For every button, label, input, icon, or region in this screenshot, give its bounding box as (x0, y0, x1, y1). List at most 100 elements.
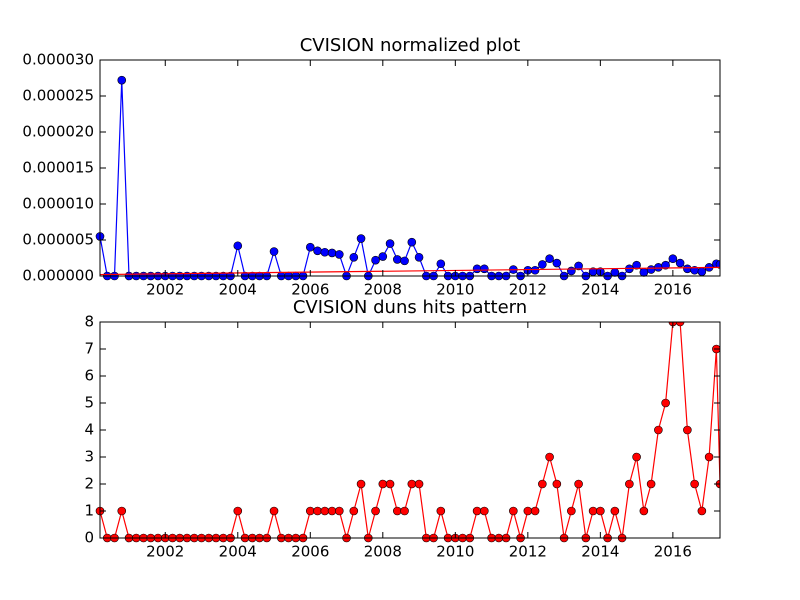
y-tick-label: 7 (84, 340, 94, 358)
y-tick-label: 8 (84, 313, 94, 331)
data-point (646, 479, 656, 489)
trend-line (99, 266, 720, 276)
data-point (320, 506, 330, 516)
data-point (610, 268, 620, 277)
data-point (436, 506, 446, 516)
chart-title: CVISION normalized plot (300, 35, 521, 56)
data-point (697, 506, 707, 516)
y-tick-label: 2 (84, 475, 94, 493)
data-point (632, 260, 641, 270)
data-point (552, 479, 562, 489)
data-point (574, 479, 583, 489)
data-point (675, 322, 685, 327)
data-point (356, 479, 366, 489)
data-point (690, 479, 699, 489)
data-point (530, 506, 540, 516)
data-point (472, 506, 482, 516)
x-tick-label: 2016 (654, 281, 692, 299)
y-tick-label: 0.000010 (22, 195, 94, 213)
data-point (574, 261, 583, 271)
x-tick-label: 2002 (146, 543, 184, 561)
data-point (552, 258, 562, 268)
data-point (523, 506, 533, 516)
x-tick-label: 2008 (364, 543, 402, 561)
data-point (639, 506, 649, 516)
x-tick-label: 2002 (146, 281, 184, 299)
data-point (313, 506, 322, 516)
data-point (400, 256, 409, 266)
data-point (117, 506, 127, 516)
data-point (661, 398, 670, 408)
data-point (675, 258, 685, 268)
y-tick-label: 6 (84, 367, 94, 385)
data-point (385, 239, 395, 248)
data-point (233, 506, 243, 516)
x-tick-label: 2010 (436, 543, 474, 561)
y-tick-label: 5 (84, 394, 94, 412)
data-point (509, 506, 518, 516)
data-point (327, 248, 337, 258)
data-point (349, 506, 359, 516)
plot-content (95, 75, 720, 281)
data-point (436, 259, 446, 269)
data-point (545, 452, 554, 462)
data-point (661, 260, 670, 270)
data-point (715, 260, 720, 269)
y-tick-label: 0.000030 (22, 51, 94, 69)
data-point (371, 506, 380, 516)
data-point (545, 254, 554, 264)
data-point (480, 506, 489, 516)
data-point (697, 267, 707, 276)
data-point (117, 75, 127, 85)
y-tick-label: 0.000005 (22, 231, 94, 249)
data-point (654, 425, 663, 435)
x-tick-label: 2004 (219, 281, 257, 299)
data-point (567, 506, 576, 516)
x-tick-label: 2012 (509, 543, 547, 561)
data-point (320, 247, 330, 257)
data-point (400, 506, 409, 516)
plot-area (100, 322, 720, 538)
data-point (596, 506, 605, 516)
x-tick-label: 2014 (581, 281, 619, 299)
data-point (538, 479, 547, 489)
data-point (414, 479, 424, 489)
x-tick-label: 2006 (291, 543, 329, 561)
x-tick-label: 2016 (654, 543, 692, 561)
x-tick-label: 2012 (509, 281, 547, 299)
data-point (480, 264, 489, 274)
data-point (334, 250, 344, 259)
data-point (683, 425, 692, 435)
y-tick-label: 0 (84, 529, 94, 547)
data-point (625, 479, 634, 489)
data-point (313, 246, 322, 256)
data-point (378, 252, 388, 261)
data-point (269, 506, 279, 516)
data-point (639, 268, 649, 277)
data-point (632, 452, 641, 462)
x-tick-label: 2010 (436, 281, 474, 299)
x-tick-label: 2004 (219, 543, 257, 561)
data-point (378, 479, 388, 489)
data-point (472, 264, 482, 274)
data-point (305, 242, 315, 252)
data-point (393, 506, 402, 516)
data-point (269, 247, 279, 256)
data-point (414, 252, 424, 262)
data-point (305, 506, 315, 516)
y-tick-label: 0.000000 (22, 267, 94, 285)
chart-title: CVISION duns hits pattern (293, 297, 527, 318)
data-point (538, 260, 547, 269)
y-tick-label: 1 (84, 502, 94, 520)
data-point (407, 479, 417, 489)
data-point (327, 506, 337, 516)
data-point (704, 452, 714, 462)
data-point (683, 264, 692, 274)
data-point (334, 506, 344, 516)
data-point (588, 506, 598, 516)
data-point (371, 255, 380, 265)
y-tick-label: 0.000015 (22, 159, 94, 177)
data-point (646, 265, 656, 274)
x-tick-label: 2008 (364, 281, 402, 299)
y-tick-label: 3 (84, 448, 94, 466)
